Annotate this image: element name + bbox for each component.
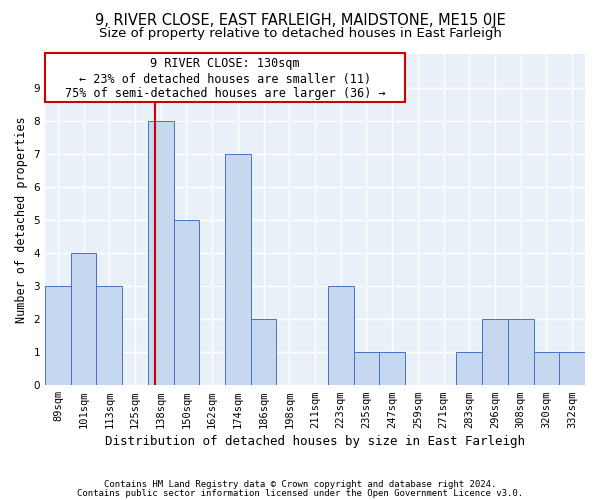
Text: Contains HM Land Registry data © Crown copyright and database right 2024.: Contains HM Land Registry data © Crown c… [104,480,496,489]
Text: 75% of semi-detached houses are larger (36) →: 75% of semi-detached houses are larger (… [65,87,385,100]
Bar [457,352,482,385]
Bar [45,286,71,385]
Bar [71,253,97,385]
Bar [225,154,251,385]
Y-axis label: Number of detached properties: Number of detached properties [15,116,28,323]
FancyBboxPatch shape [45,53,405,102]
Text: 9, RIVER CLOSE, EAST FARLEIGH, MAIDSTONE, ME15 0JE: 9, RIVER CLOSE, EAST FARLEIGH, MAIDSTONE… [95,12,505,28]
Bar [148,120,173,385]
Bar [173,220,199,385]
Bar [533,352,559,385]
Text: Size of property relative to detached houses in East Farleigh: Size of property relative to detached ho… [98,28,502,40]
Bar [251,319,277,385]
Bar [482,319,508,385]
Bar [353,352,379,385]
Bar [508,319,533,385]
Bar [328,286,353,385]
Text: 9 RIVER CLOSE: 130sqm: 9 RIVER CLOSE: 130sqm [150,57,300,70]
Text: ← 23% of detached houses are smaller (11): ← 23% of detached houses are smaller (11… [79,72,371,86]
Bar [559,352,585,385]
Bar [379,352,405,385]
X-axis label: Distribution of detached houses by size in East Farleigh: Distribution of detached houses by size … [105,434,525,448]
Bar [97,286,122,385]
Text: Contains public sector information licensed under the Open Government Licence v3: Contains public sector information licen… [77,488,523,498]
